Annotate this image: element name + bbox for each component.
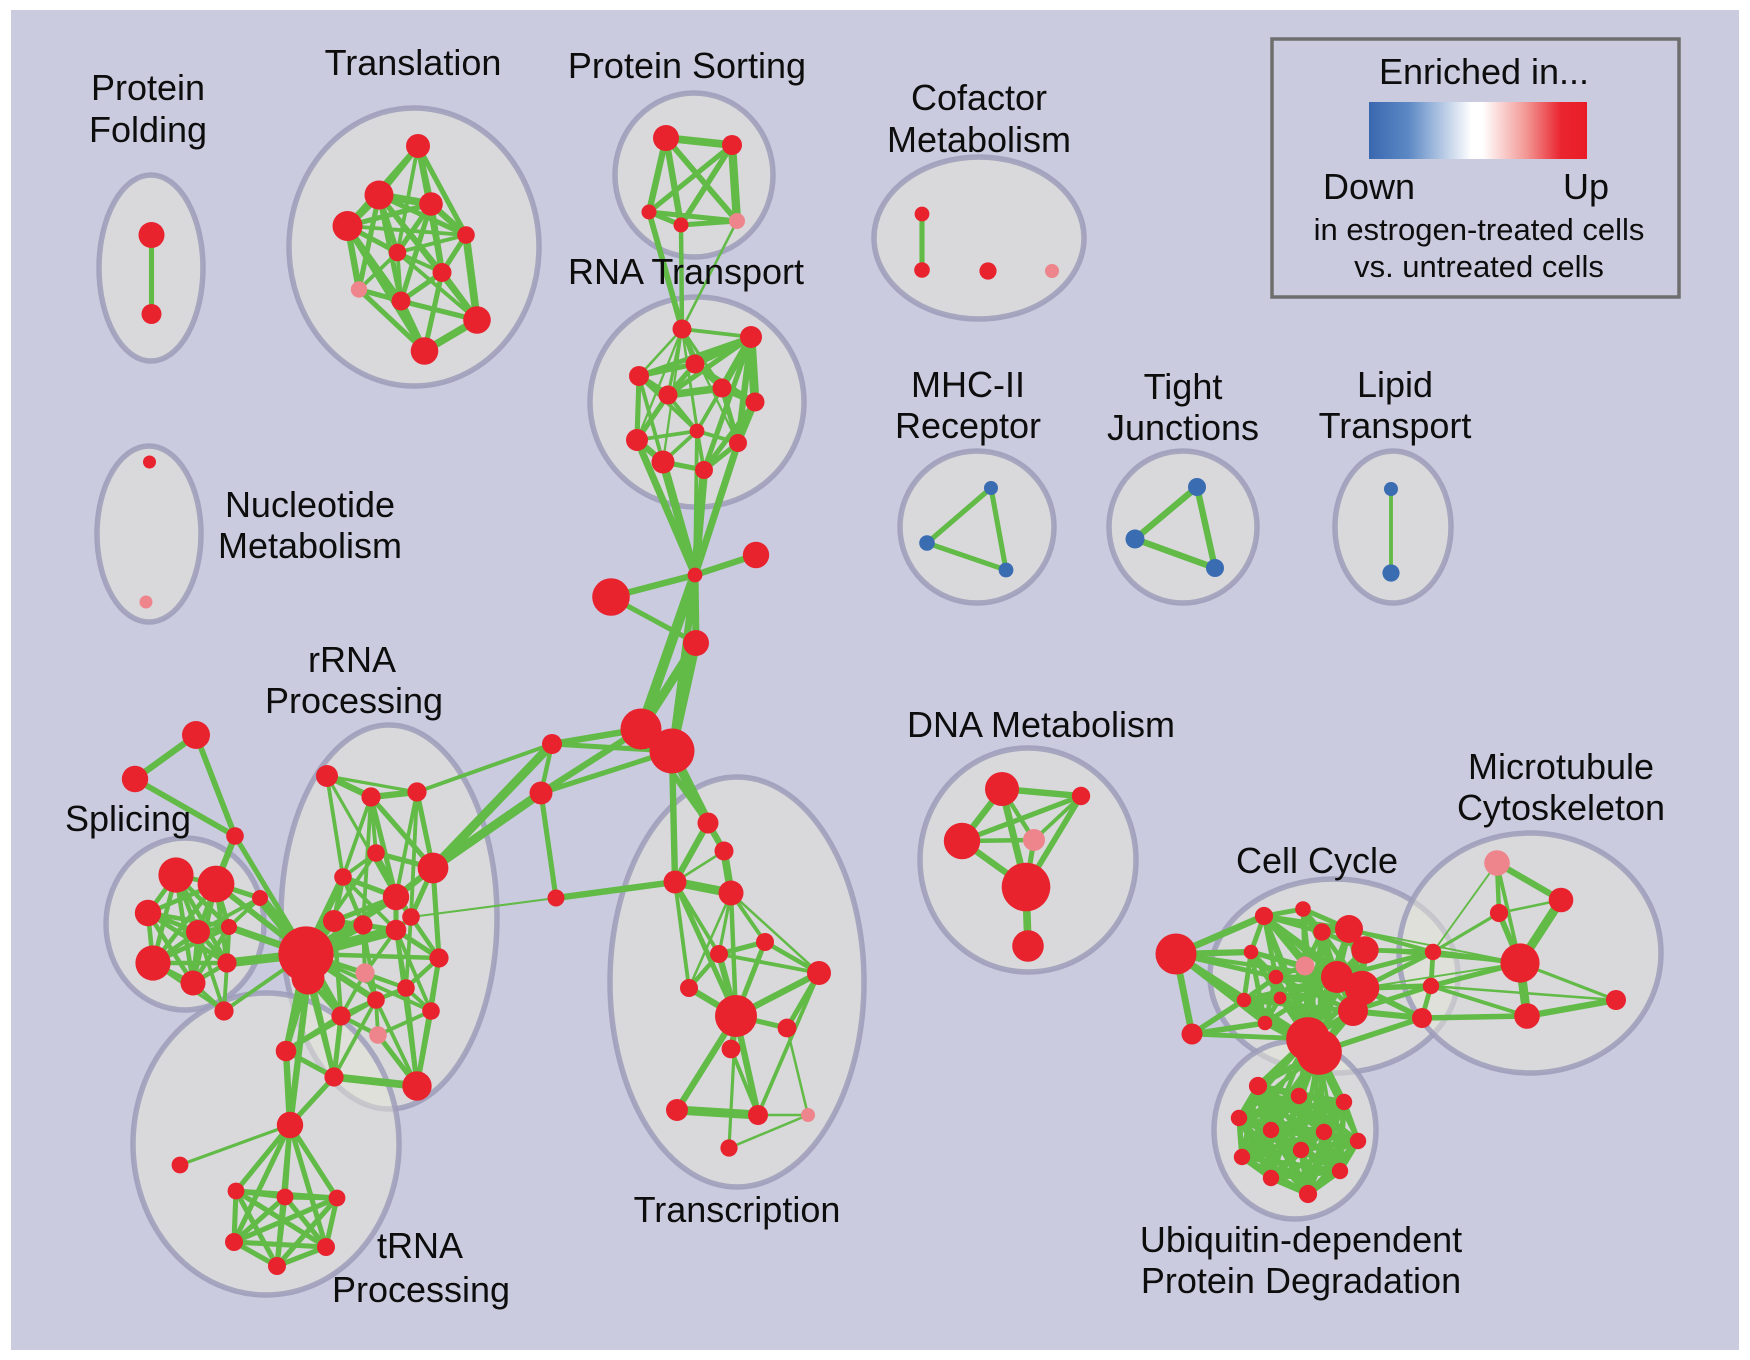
svg-text:Ubiquitin-dependent: Ubiquitin-dependent (1140, 1219, 1462, 1260)
svg-text:Enriched in...: Enriched in... (1379, 51, 1589, 92)
svg-text:Receptor: Receptor (895, 405, 1041, 446)
svg-text:Up: Up (1563, 166, 1609, 207)
svg-text:Processing: Processing (265, 680, 443, 721)
svg-text:Splicing: Splicing (65, 798, 191, 839)
svg-text:Protein: Protein (91, 67, 205, 108)
svg-text:Cytoskeleton: Cytoskeleton (1457, 787, 1665, 828)
svg-text:Down: Down (1323, 166, 1415, 207)
svg-text:rRNA: rRNA (308, 639, 396, 680)
svg-text:Cell Cycle: Cell Cycle (1236, 840, 1398, 881)
svg-text:vs. untreated cells: vs. untreated cells (1354, 249, 1604, 284)
svg-text:tRNA: tRNA (377, 1225, 463, 1266)
svg-text:Microtubule: Microtubule (1468, 746, 1654, 787)
svg-text:Folding: Folding (89, 109, 207, 150)
svg-text:MHC-II: MHC-II (911, 364, 1025, 405)
svg-text:Lipid: Lipid (1357, 364, 1433, 405)
svg-text:DNA Metabolism: DNA Metabolism (907, 704, 1175, 745)
svg-text:Tight: Tight (1144, 366, 1223, 407)
svg-text:Metabolism: Metabolism (218, 525, 402, 566)
svg-text:in estrogen-treated cells: in estrogen-treated cells (1314, 212, 1645, 247)
svg-text:Protein Sorting: Protein Sorting (568, 45, 806, 86)
svg-text:Nucleotide: Nucleotide (225, 484, 395, 525)
svg-text:Translation: Translation (325, 42, 502, 83)
svg-text:Transcription: Transcription (634, 1189, 841, 1230)
svg-text:Processing: Processing (332, 1269, 510, 1310)
svg-text:Junctions: Junctions (1107, 407, 1259, 448)
svg-text:RNA Transport: RNA Transport (568, 251, 804, 292)
svg-text:Protein Degradation: Protein Degradation (1141, 1260, 1461, 1301)
svg-text:Transport: Transport (1319, 405, 1472, 446)
svg-text:Metabolism: Metabolism (887, 119, 1071, 160)
svg-text:Cofactor: Cofactor (911, 77, 1047, 118)
